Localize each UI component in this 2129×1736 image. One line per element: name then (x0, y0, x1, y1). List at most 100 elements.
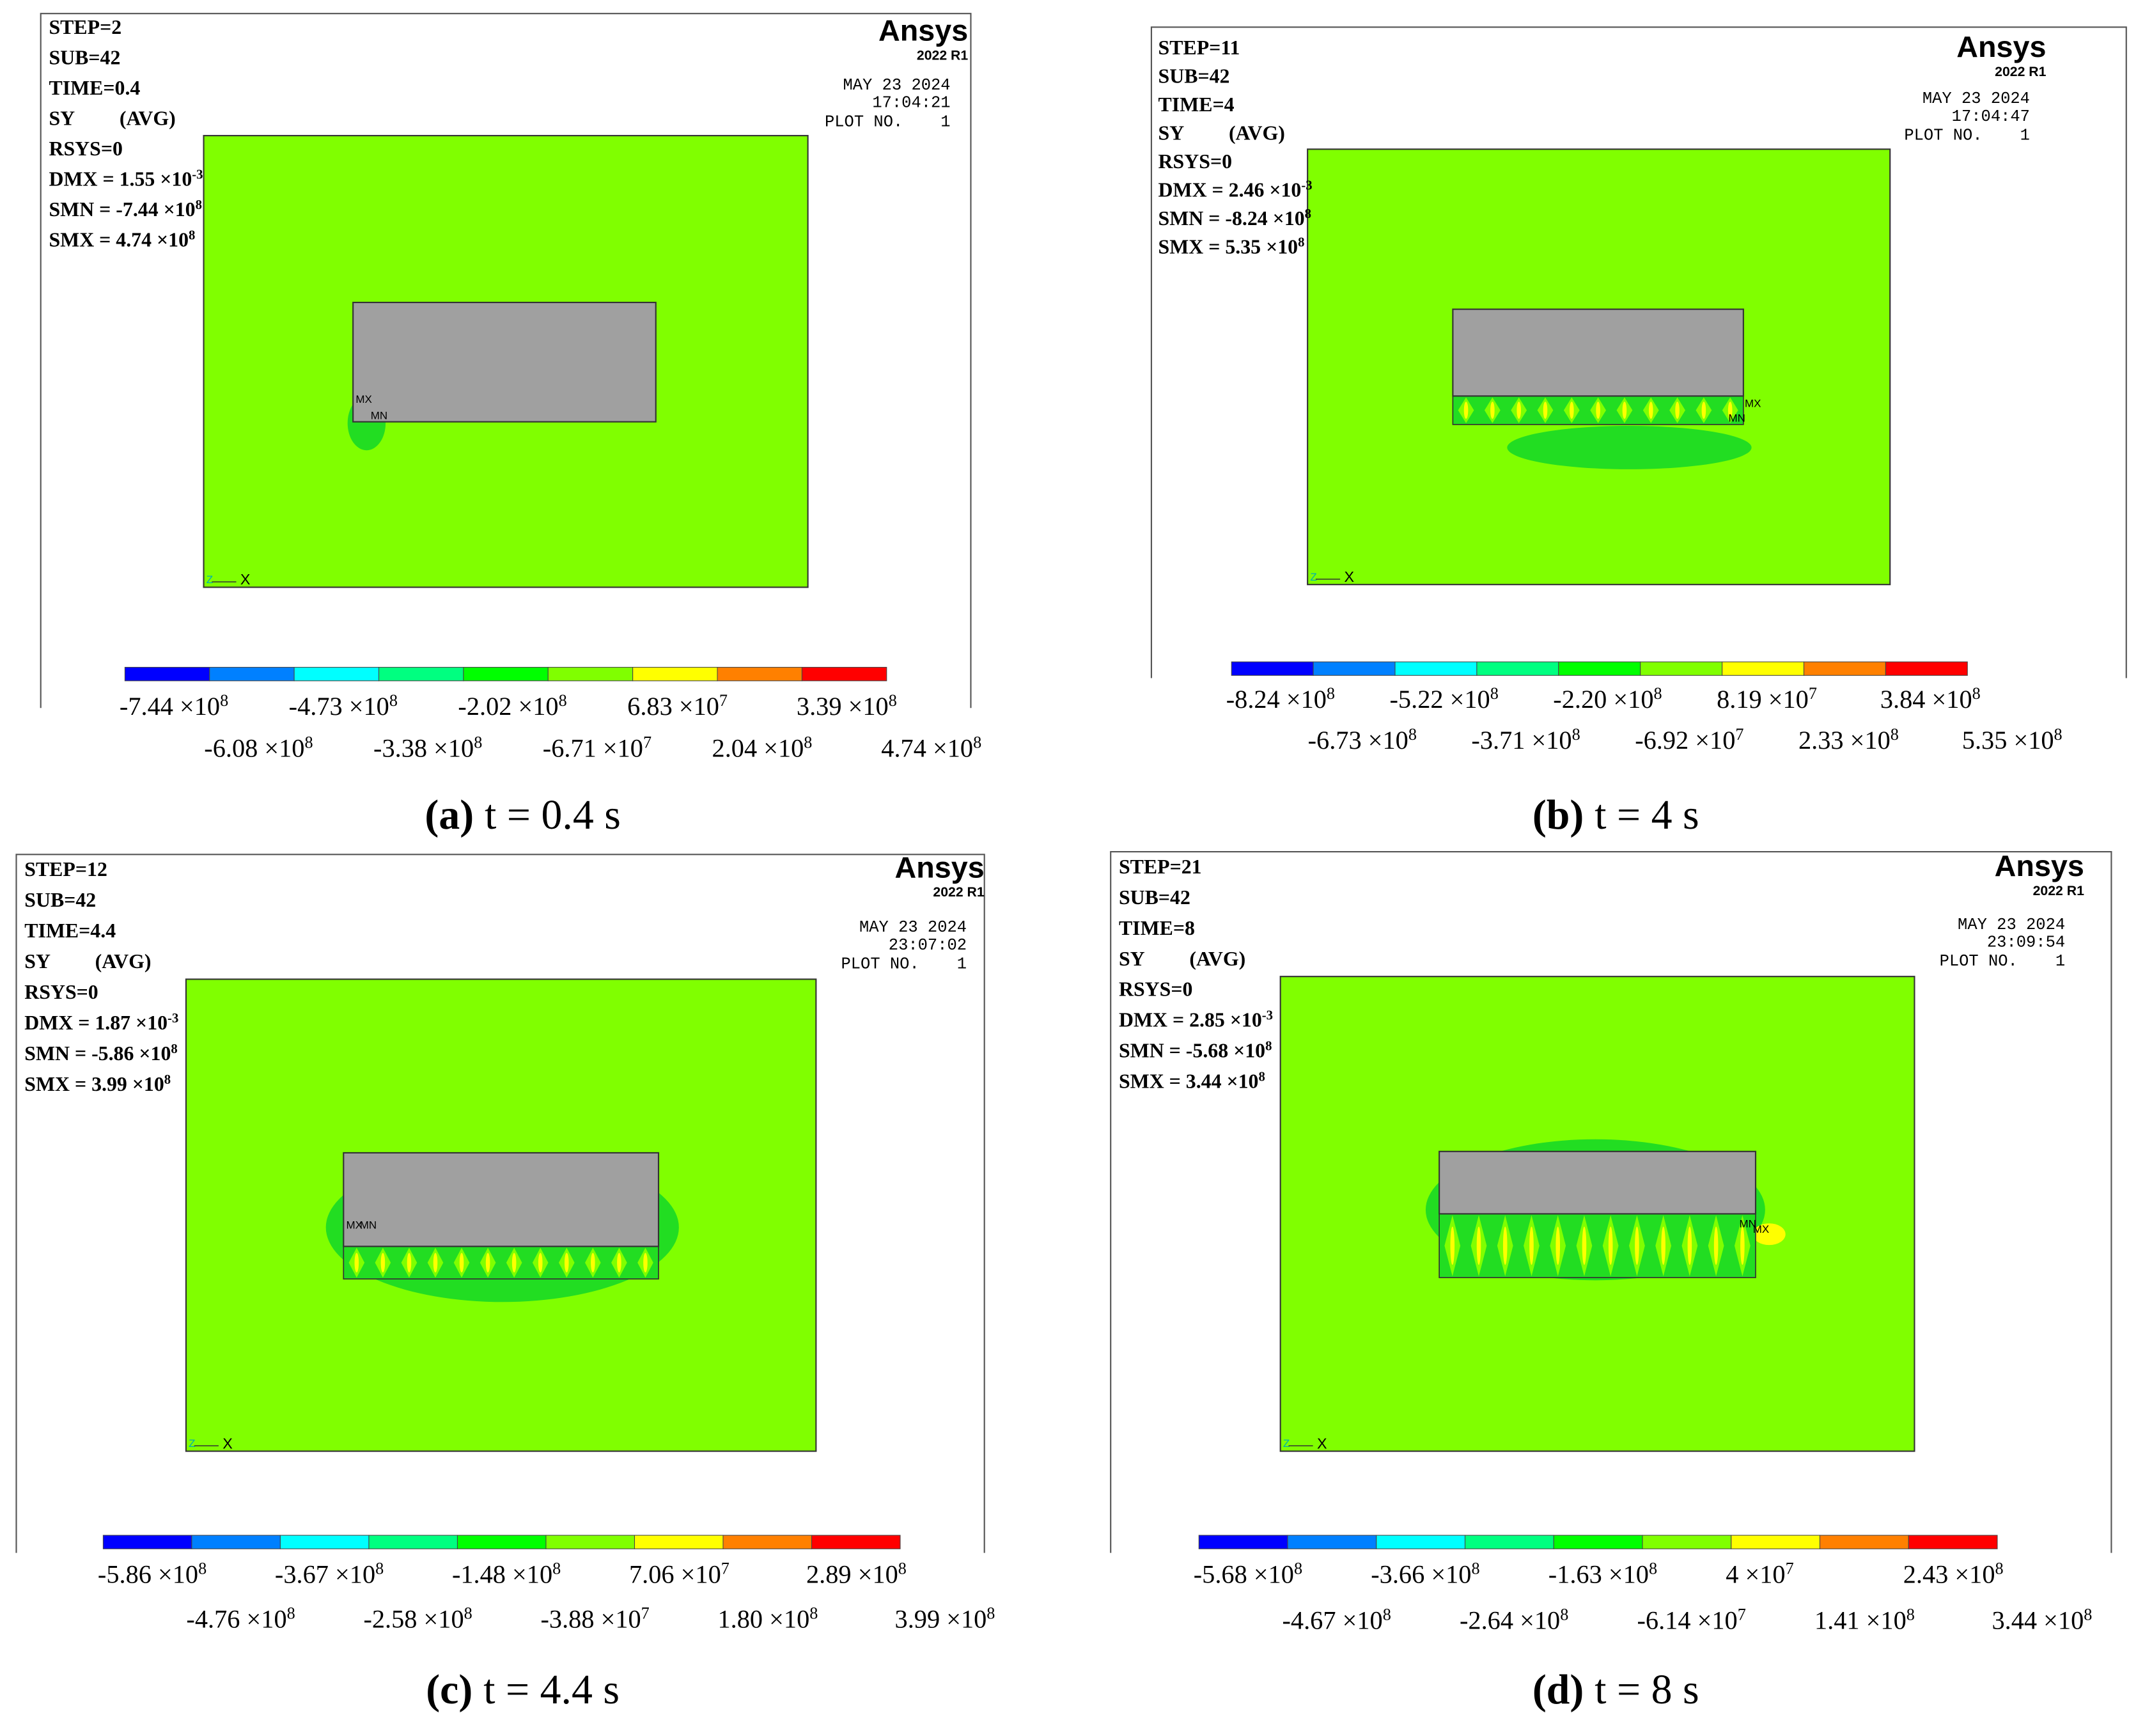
colorbar-band (547, 667, 634, 682)
contour-region (1752, 1223, 1786, 1246)
legend-label-base: -1.48 ×10 (452, 1560, 552, 1588)
legend-label: -1.63 ×108 (1548, 1559, 1657, 1588)
stat: SMX = 3.44 ×108 (1119, 1070, 1265, 1093)
stat: SMX = 5.35 ×108 (1158, 236, 1305, 258)
legend-label: 5.35 ×108 (1962, 724, 2063, 754)
step: STEP=12 (24, 858, 107, 880)
legend-label-base: 3.99 ×10 (895, 1604, 987, 1633)
legend-label: 3.39 ×108 (797, 691, 897, 720)
legend-label-base: -8.24 ×10 (1226, 685, 1327, 714)
stat-base: DMX = 1.55 ×10 (49, 168, 192, 191)
contour-peak (354, 1253, 359, 1273)
contour-peak (1582, 1226, 1587, 1265)
legend-label-exp: 8 (1907, 1605, 1915, 1623)
legend-label: 2.89 ×108 (806, 1559, 907, 1588)
stat-base: DMX = 1.87 ×10 (24, 1012, 168, 1034)
stat-exp: 8 (196, 198, 202, 212)
contour-peak (459, 1253, 464, 1273)
legend-label-exp: 8 (809, 1604, 818, 1622)
contour-peak (1675, 402, 1680, 419)
legend-label: 3.44 ×108 (1992, 1605, 2093, 1634)
brand: Ansys (894, 850, 984, 884)
legend-label-exp: 8 (1560, 1605, 1568, 1623)
legend-label-base: 3.39 ×10 (797, 692, 889, 721)
legend-label: -6.73 ×108 (1308, 724, 1417, 754)
legend-label: -4.67 ×108 (1283, 1605, 1391, 1634)
legend-label-exp: 8 (987, 1604, 995, 1622)
contour-peak (1543, 402, 1548, 419)
colorbar-band (1731, 1535, 1821, 1549)
caption-label: (d) (1532, 1666, 1584, 1713)
contour-peak (1556, 1226, 1561, 1265)
contour-peak (511, 1253, 517, 1273)
legend-label-base: -3.38 ×10 (373, 734, 474, 763)
step: STEP=21 (1119, 856, 1202, 878)
clock: 17:04:21 (872, 94, 950, 113)
legend-label-exp: 8 (804, 733, 812, 751)
legend-label-exp: 8 (1649, 1559, 1657, 1577)
legend-label-exp: 7 (1738, 1605, 1746, 1623)
rsys: RSYS=0 (1119, 978, 1193, 1001)
contour-peak (1596, 402, 1600, 419)
contour-peak (591, 1253, 595, 1273)
contour-peak (1502, 1226, 1508, 1265)
caption: (d) t = 8 s (1532, 1666, 1699, 1713)
date: MAY 23 2024 (1922, 90, 2030, 108)
legend-label-base: -5.86 ×10 (98, 1560, 198, 1588)
legend-label-base: 3.44 ×10 (1992, 1606, 2084, 1634)
triad-x: X (1344, 568, 1354, 585)
colorbar-band (102, 1535, 192, 1549)
legend-label-exp: 7 (1809, 684, 1817, 703)
contour-peak (538, 1253, 543, 1273)
legend-label-exp: 8 (198, 1559, 207, 1577)
legend-label: 4 ×107 (1726, 1559, 1793, 1588)
legend-label: -2.58 ×108 (363, 1604, 472, 1633)
clock: 23:07:02 (889, 936, 967, 955)
stat: SMN = -5.68 ×108 (1119, 1040, 1272, 1062)
sub: SUB=42 (49, 47, 120, 69)
caption-text: t = 8 s (1595, 1666, 1699, 1713)
contour-peak (1476, 1226, 1481, 1265)
legend-label: 8.19 ×107 (1717, 684, 1817, 714)
colorbar-band (279, 1535, 370, 1549)
legend-label-base: -4.67 ×10 (1283, 1606, 1383, 1634)
stat: DMX = 1.87 ×10-3 (24, 1012, 178, 1034)
legend-label-exp: 7 (719, 691, 728, 709)
stat-base: SMN = -5.86 ×10 (24, 1042, 171, 1065)
colorbar-band (1394, 661, 1478, 676)
legend-label-exp: 8 (559, 691, 567, 709)
legend-label-base: 1.80 ×10 (718, 1604, 810, 1633)
legend-label-base: 6.83 ×10 (627, 692, 719, 721)
legend-label-exp: 8 (1995, 1559, 2004, 1577)
colorbar-band (634, 1535, 724, 1549)
stat-exp: 8 (1258, 1070, 1265, 1084)
contour-peak (1608, 1226, 1613, 1265)
stat-exp: 8 (164, 1073, 171, 1087)
legend-label: -6.14 ×107 (1637, 1605, 1746, 1634)
min-marker: MN (1739, 1218, 1756, 1230)
legend-label-base: -2.02 ×10 (458, 692, 558, 721)
stat-base: DMX = 2.85 ×10 (1119, 1009, 1262, 1031)
plot-no: PLOT NO. (1904, 126, 1982, 145)
legend-label-exp: 8 (1490, 684, 1499, 703)
contour-peak (433, 1253, 438, 1273)
legend-label-base: 8.19 ×10 (1717, 685, 1809, 714)
colorbar-band (1885, 661, 1968, 676)
legend-label-base: -3.88 ×10 (540, 1604, 641, 1633)
legend-label-exp: 8 (898, 1559, 907, 1577)
panel-frame (15, 854, 985, 1553)
colorbar-band (1231, 661, 1314, 676)
contour-region (1507, 426, 1752, 469)
sub: SUB=42 (1158, 65, 1230, 87)
contour-peak (1661, 1226, 1665, 1265)
version: 2022 R1 (933, 885, 984, 900)
colorbar-band (293, 667, 380, 682)
version: 2022 R1 (1995, 65, 2046, 79)
legend-label-base: 3.84 ×10 (1880, 685, 1972, 714)
colorbar-band (632, 667, 718, 682)
contour-peak (1727, 402, 1733, 419)
legend-label: -6.92 ×107 (1635, 724, 1743, 754)
legend-label: 6.83 ×107 (627, 691, 728, 720)
colorbar-band (1558, 661, 1641, 676)
